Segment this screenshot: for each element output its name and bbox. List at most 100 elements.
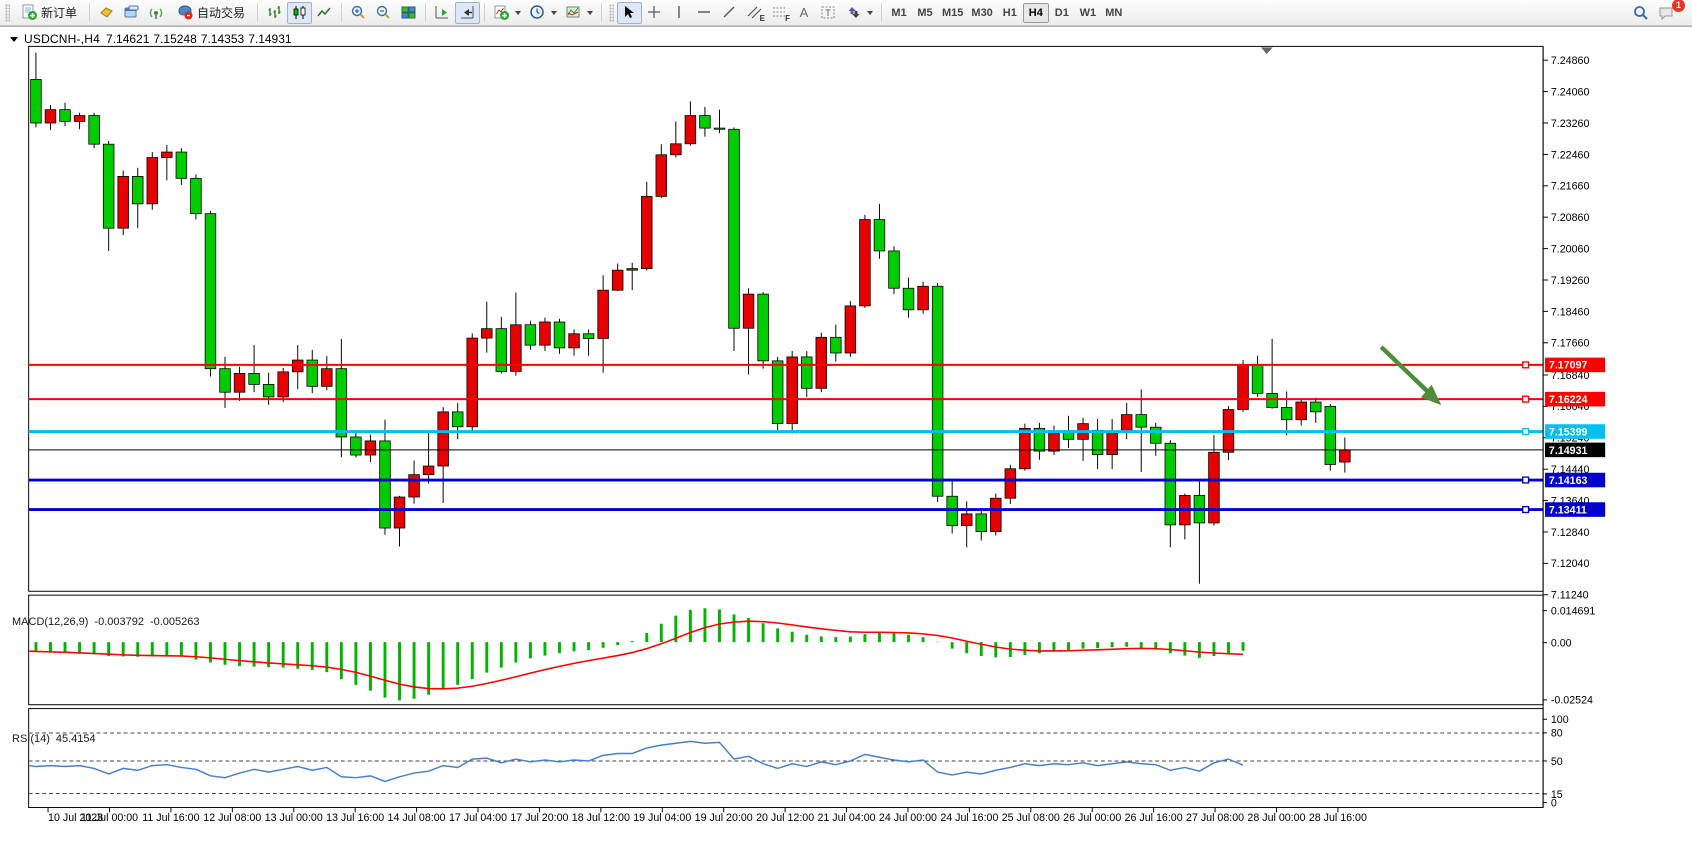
tf-H4[interactable]: H4	[1022, 2, 1049, 23]
cursor-button[interactable]	[617, 1, 642, 24]
price-tag	[1545, 502, 1606, 517]
trendline-icon	[723, 6, 735, 18]
trend-arrow-annotation[interactable]	[1379, 345, 1432, 396]
zoom-in-button[interactable]	[346, 2, 371, 24]
candle	[1048, 430, 1060, 452]
candle	[117, 175, 129, 229]
candle	[16, 79, 27, 97]
signals-button[interactable]	[144, 2, 169, 24]
zoom-out-button[interactable]	[371, 2, 396, 24]
rsi-layer	[29, 732, 1543, 795]
candle	[931, 285, 944, 497]
chart-title-row: USDCNH-,H4 7.14621 7.15248 7.14353 7.149…	[10, 32, 292, 46]
toolbar-separator	[89, 3, 90, 22]
styles-icon	[100, 7, 113, 18]
tf-M30[interactable]: M30	[967, 3, 996, 23]
fibonacci-button[interactable]: F	[767, 2, 792, 24]
notifications-button[interactable]: 1	[1654, 0, 1685, 24]
rsi-name: RSI(14)	[12, 733, 50, 745]
line-chart-button[interactable]	[312, 2, 337, 24]
tf-M15[interactable]: M15	[938, 3, 967, 23]
chart-shift-marker-icon[interactable]	[1260, 47, 1273, 55]
price-axis-label: 7.18460	[1551, 306, 1590, 318]
templates-button[interactable]	[561, 2, 597, 24]
tf-H1[interactable]: H1	[997, 3, 1023, 23]
styles-button[interactable]	[94, 2, 119, 24]
search-button[interactable]	[1628, 2, 1654, 24]
time-axis-label: 11 Jul 16:00	[142, 812, 199, 824]
horizontal-line-button[interactable]	[692, 2, 717, 24]
price-axis[interactable]: 7.24860 7.24060 7.23260 7.22460 7.21660 7.208…	[1542, 46, 1606, 810]
candle	[917, 285, 929, 311]
tf-D1[interactable]: D1	[1049, 3, 1075, 23]
tile-windows-button[interactable]	[396, 2, 421, 24]
auto-scroll-button[interactable]	[430, 2, 455, 24]
macd-pane	[28, 594, 1544, 706]
symbol-dropdown-icon[interactable]	[10, 36, 18, 42]
time-axis-label: 17 Jul 04:00	[449, 812, 507, 824]
price-tag-label: 7.14931	[1549, 445, 1588, 457]
tf-MN[interactable]: MN	[1101, 3, 1127, 23]
new-order-button[interactable]: 新订单	[13, 2, 85, 24]
price-tag-label: 7.13411	[1549, 504, 1587, 516]
price-axis-label: 7.13640	[1551, 495, 1590, 507]
bar-chart-button[interactable]	[262, 2, 287, 24]
macd-main-value: -0.003792	[94, 616, 144, 628]
candle	[713, 127, 726, 130]
ohlc-high: 7.15248	[153, 32, 197, 46]
price-axis-label: 7.12840	[1551, 527, 1590, 539]
rsi-label-row: RSI(14) 45.4154	[12, 733, 96, 745]
rsi-axis-label: 50	[1551, 756, 1563, 768]
candle	[1135, 414, 1147, 428]
arrows-button[interactable]	[841, 2, 877, 24]
candles-layer	[16, 52, 1351, 584]
time-axis-label: 25 Jul 08:00	[1002, 812, 1060, 824]
candle	[771, 360, 784, 425]
vertical-line-button[interactable]	[667, 2, 692, 24]
candle	[888, 250, 900, 289]
autotrade-button[interactable]: 自动交易	[169, 2, 253, 24]
tf-M5[interactable]: M5	[912, 3, 938, 23]
trendline-button[interactable]	[717, 2, 742, 24]
templates-caret-icon	[587, 10, 593, 15]
toolbar-grip[interactable]	[5, 3, 10, 22]
candle	[1339, 449, 1351, 463]
chart-canvas[interactable]: 7.24860 7.24060 7.23260 7.22460 7.21660 7.208…	[0, 27, 1692, 855]
time-axis-label: 24 Jul 00:00	[879, 812, 937, 824]
candle	[728, 128, 740, 329]
candle	[1019, 427, 1031, 470]
rsi-line	[29, 740, 1244, 783]
text-button[interactable]: A	[792, 2, 816, 24]
toolbar-grip[interactable]	[609, 3, 614, 22]
macd-name: MACD(12,26,9)	[12, 616, 89, 628]
equidistant-channel-button[interactable]: E	[742, 2, 767, 24]
windows-button[interactable]	[119, 2, 144, 24]
candle	[539, 321, 551, 346]
indicators-button[interactable]	[489, 2, 525, 24]
chart-shift-icon	[461, 6, 474, 19]
candle	[219, 368, 231, 393]
crosshair-button[interactable]	[642, 2, 667, 24]
time-axis-label: 17 Jul 20:00	[510, 812, 568, 824]
chart-shift-button[interactable]	[455, 1, 480, 24]
candle	[553, 321, 566, 349]
price-axis-label: 7.11240	[1551, 590, 1589, 602]
timeframe-group: M1 M5 M15 M30 H1 H4 D1 W1 MN	[886, 2, 1127, 23]
time-axis-label: 21 Jul 04:00	[817, 812, 875, 824]
candle	[1106, 431, 1118, 456]
price-axis-label: 7.22460	[1551, 149, 1590, 161]
candlestick-chart-button[interactable]	[287, 1, 312, 24]
text-label-button[interactable]: T	[816, 2, 841, 24]
price-axis-label: 7.16840	[1551, 370, 1590, 382]
candle	[626, 268, 638, 271]
toolbar-separator	[257, 3, 258, 22]
tf-W1[interactable]: W1	[1075, 3, 1101, 23]
candle	[786, 356, 798, 425]
tf-M1[interactable]: M1	[886, 3, 912, 23]
arrows-icon	[848, 7, 860, 18]
periods-button[interactable]	[525, 2, 561, 24]
candle	[88, 115, 100, 145]
candle	[670, 143, 682, 156]
time-axis-label: 26 Jul 00:00	[1063, 812, 1121, 824]
